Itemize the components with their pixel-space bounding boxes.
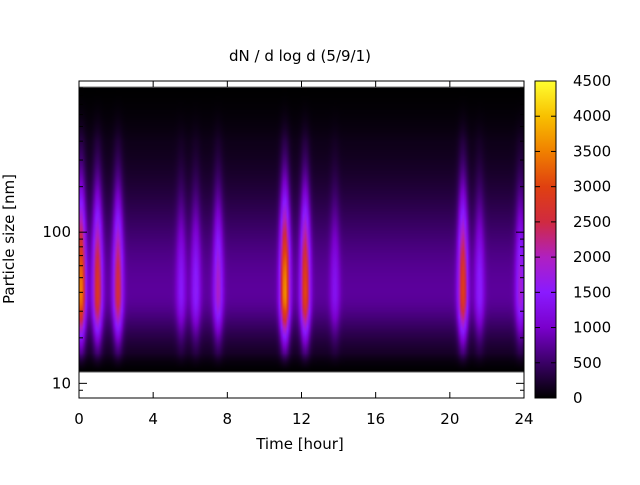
colorbar-tick-label: 3000 [573, 178, 611, 196]
colorbar-tick-label: 4500 [573, 72, 611, 90]
x-tick-label: 0 [74, 410, 84, 428]
colorbar [535, 81, 556, 398]
x-tick-label: 8 [223, 410, 233, 428]
colorbar-tick-label: 4000 [573, 107, 611, 125]
colorbar-tick-label: 0 [573, 389, 583, 407]
y-tick-label: 100 [42, 223, 71, 241]
x-axis-label: Time [hour] [255, 435, 344, 453]
x-tick-label: 16 [366, 410, 385, 428]
y-axis: 10 100 [42, 80, 524, 399]
colorbar-axis: 0 500 1000 1500 2000 2500 3000 3500 4000 4500 [535, 72, 611, 407]
chart-title: dN / d log d (5/9/1) [229, 47, 371, 65]
colorbar-frame [534, 80, 557, 399]
colorbar-tick-label: 2000 [573, 248, 611, 266]
plot-area [79, 81, 524, 398]
y-axis-label: Particle size [nm] [0, 174, 18, 304]
colorbar-tick-label: 3500 [573, 142, 611, 160]
x-tick-label: 12 [292, 410, 311, 428]
x-axis: 0 4 8 12 16 20 24 [74, 81, 534, 428]
x-tick-label: 4 [148, 410, 158, 428]
colorbar-tick-label: 500 [573, 354, 602, 372]
heatmap-image [79, 81, 524, 398]
x-tick-label: 20 [440, 410, 459, 428]
colorbar-tick-label: 2500 [573, 213, 611, 231]
colorbar-tick-label: 1000 [573, 319, 611, 337]
x-tick-label: 24 [514, 410, 533, 428]
colorbar-tick-label: 1500 [573, 283, 611, 301]
y-tick-label: 10 [52, 374, 71, 392]
